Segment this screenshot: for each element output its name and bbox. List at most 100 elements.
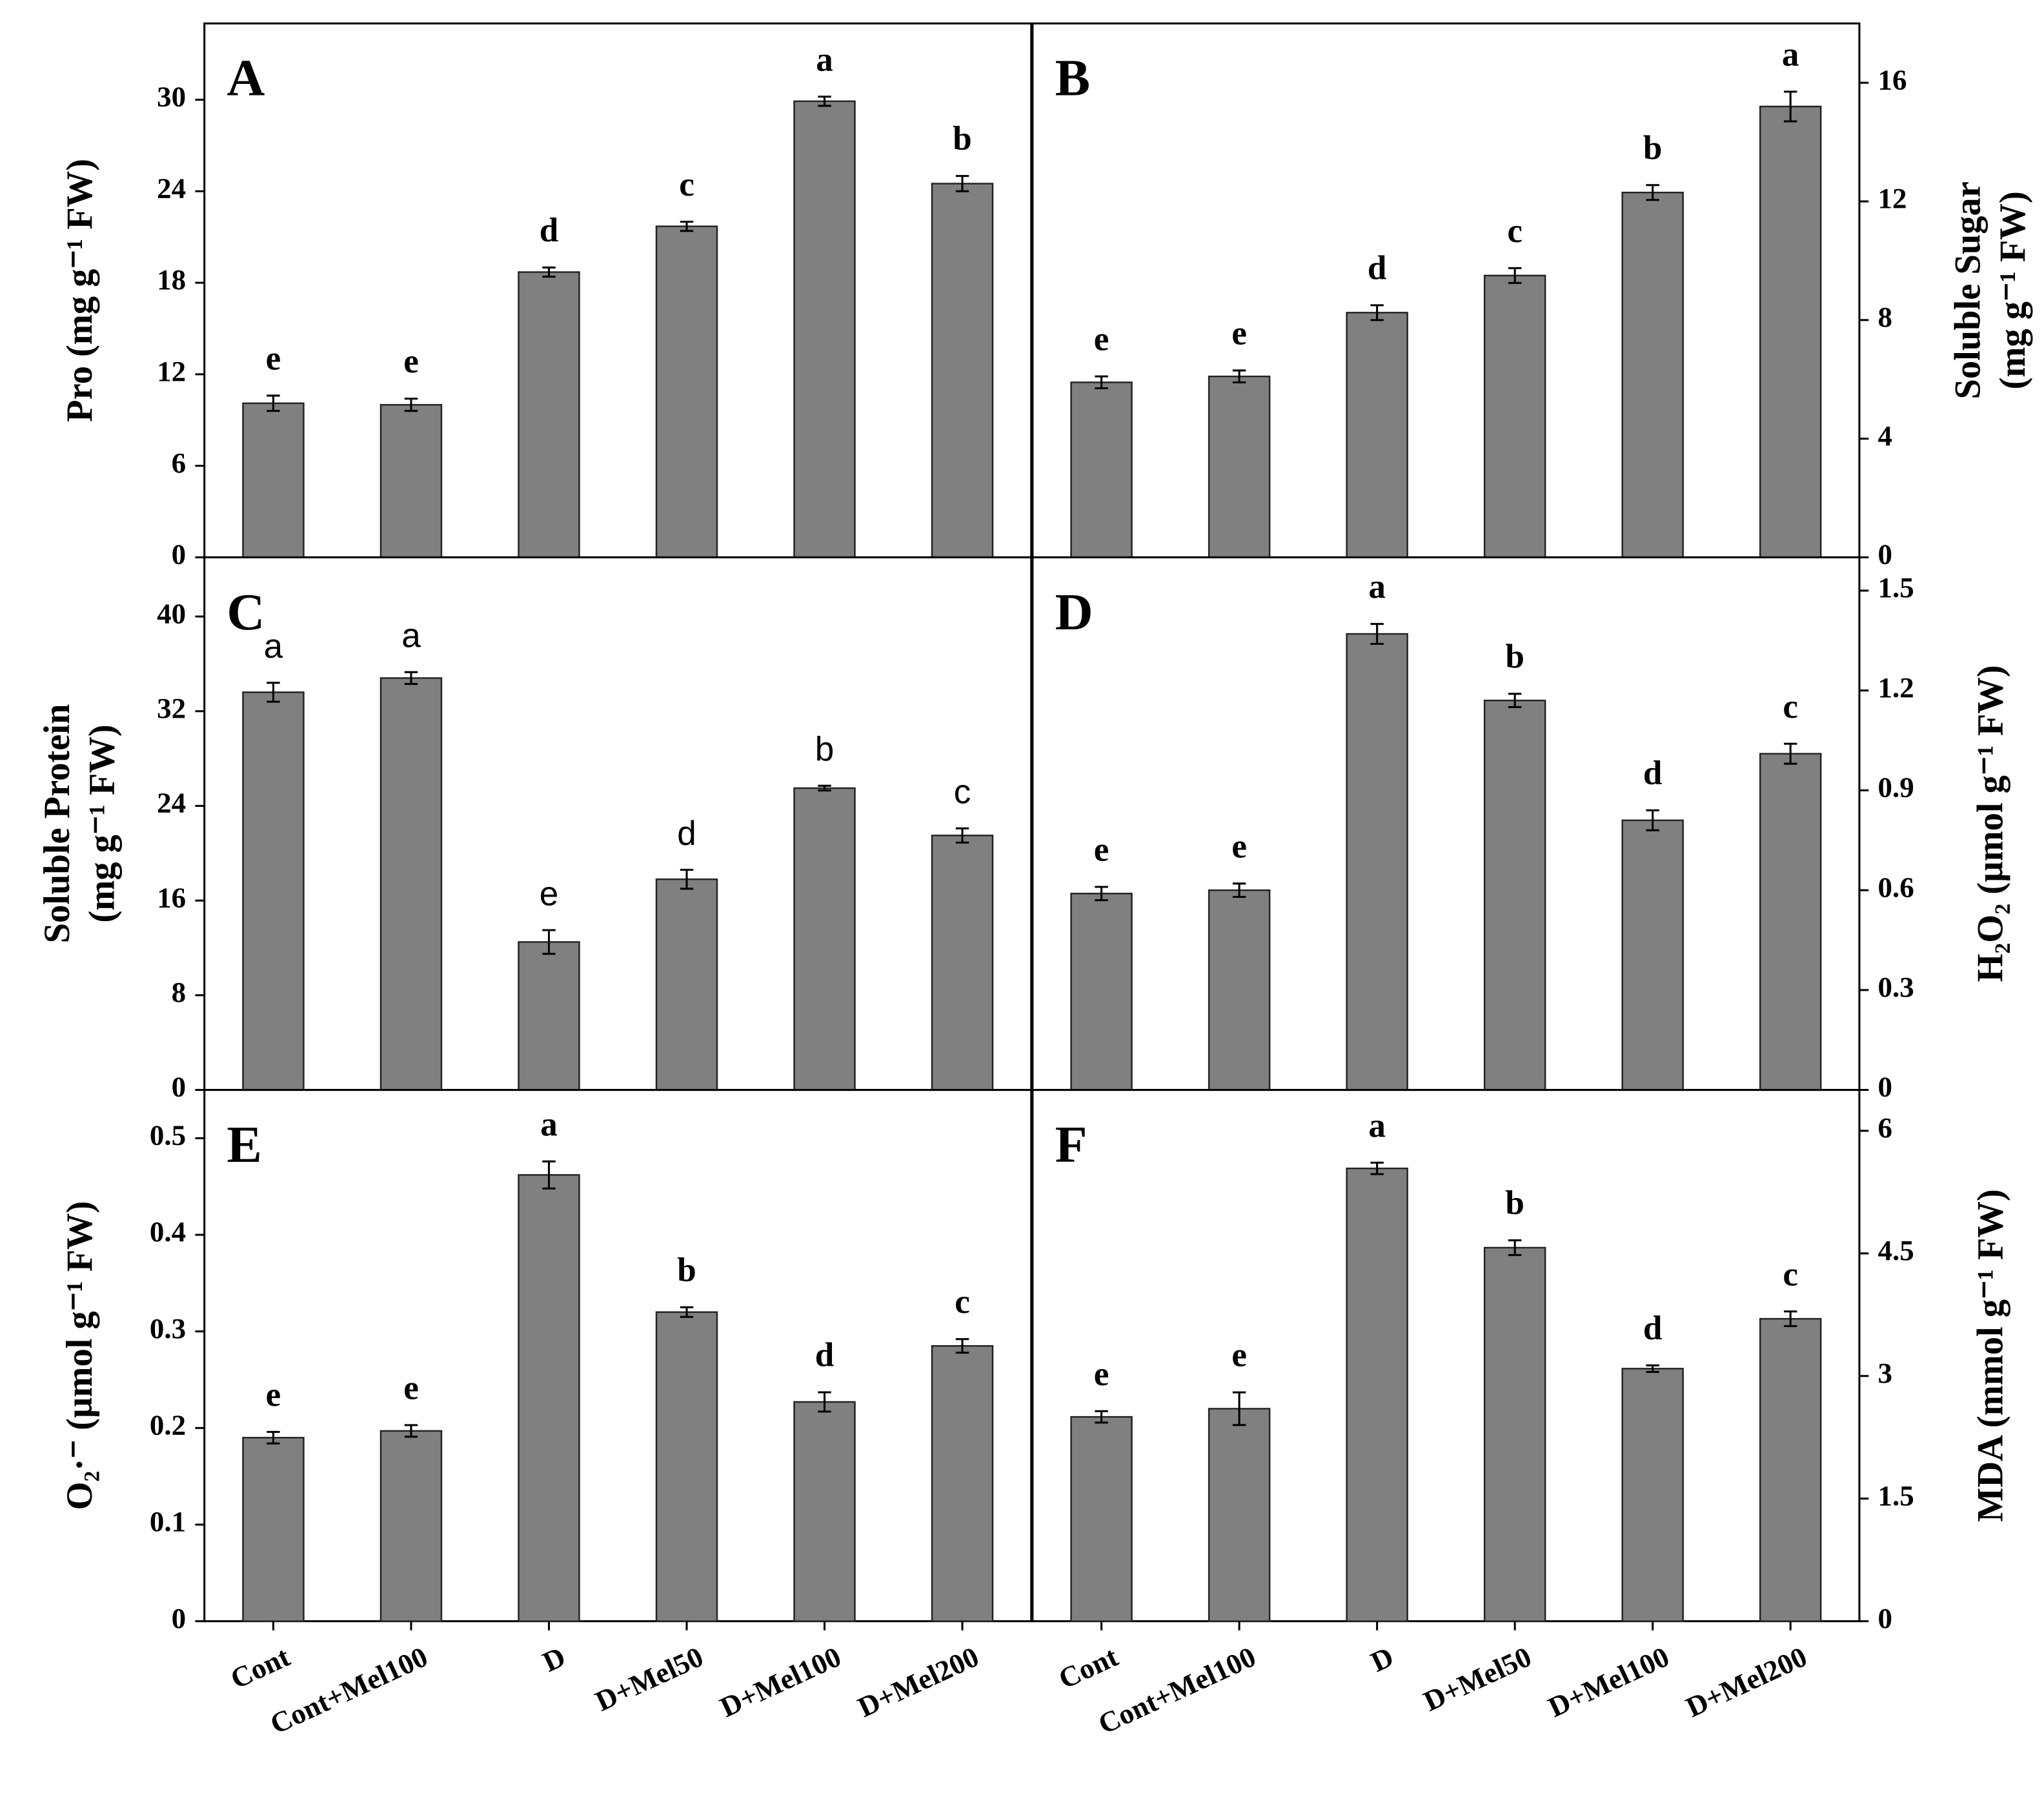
significance-letter: d — [677, 815, 696, 853]
y-axis-label: Pro (mg g⁻¹ FW) — [59, 159, 100, 422]
panel-label: F — [1055, 1115, 1088, 1173]
y-axis-label: O₂·⁻ (µmol g⁻¹ FW) — [59, 1201, 100, 1510]
bar — [1070, 1416, 1133, 1622]
error-bar — [955, 175, 969, 192]
y-tick-label: 30 — [157, 81, 186, 113]
bar — [931, 1345, 994, 1622]
error-bar — [1232, 369, 1246, 383]
significance-letter: e — [266, 1376, 281, 1414]
panel-label: A — [227, 49, 265, 107]
significance-letter: e — [1094, 321, 1109, 358]
x-tick-label: Cont — [1053, 1640, 1122, 1695]
significance-letter: e — [540, 875, 559, 913]
significance-letter: c — [954, 773, 971, 811]
y-axis-label: MDA (mmol g⁻¹ FW) — [1970, 1189, 2010, 1522]
y-tick-label: 0 — [1878, 538, 1892, 571]
x-tick-label: D+Mel50 — [1419, 1640, 1536, 1717]
significance-letter: a — [401, 617, 421, 655]
y-tick-label: 0 — [172, 1071, 186, 1103]
error-bar — [1646, 809, 1659, 831]
error-bar — [1095, 1410, 1108, 1424]
bar — [1759, 753, 1822, 1091]
y-tick-label: 0 — [172, 538, 186, 571]
bar — [1621, 819, 1684, 1091]
significance-letter: a — [264, 627, 283, 665]
x-tick-label: D — [1366, 1640, 1399, 1678]
panel-frame — [1031, 556, 1861, 1091]
bar — [1483, 1246, 1546, 1622]
x-tick-label: D — [538, 1640, 571, 1678]
error-bar — [542, 929, 556, 955]
panel-frame — [203, 22, 1033, 558]
error-bar — [1095, 375, 1108, 390]
significance-letter: d — [815, 1337, 835, 1374]
significance-letter: b — [815, 731, 835, 769]
significance-letter: d — [1643, 755, 1663, 792]
bar — [518, 271, 580, 558]
bar — [1208, 889, 1271, 1091]
bar — [931, 835, 994, 1091]
y-tick-label: 0.1 — [150, 1505, 186, 1538]
error-bar — [267, 1430, 280, 1445]
y-tick-label: 0.6 — [1878, 871, 1914, 904]
x-tick-label: D+Mel200 — [853, 1640, 984, 1723]
y-tick-label: 40 — [157, 598, 186, 630]
bar — [1483, 699, 1546, 1091]
y-tick-label: 3 — [1878, 1357, 1892, 1389]
significance-letter: a — [1782, 36, 1799, 74]
bar — [242, 402, 305, 558]
bar — [655, 878, 718, 1091]
significance-letter: e — [1094, 831, 1109, 869]
panel-frame — [1031, 1089, 1861, 1623]
panel-label: C — [227, 583, 265, 640]
bar — [1208, 1408, 1271, 1622]
y-tick-label: 6 — [1878, 1112, 1892, 1144]
bar — [793, 1401, 856, 1622]
error-bar — [818, 1391, 831, 1413]
significance-letter: e — [1231, 315, 1247, 352]
error-bar — [818, 96, 831, 107]
error-bar — [1646, 1364, 1659, 1373]
error-bar — [1232, 882, 1246, 898]
panel-frame — [203, 556, 1033, 1091]
significance-letter: d — [1643, 1310, 1663, 1347]
significance-letter: e — [403, 343, 419, 381]
y-axis-label: (mg g⁻¹ FW) — [1992, 191, 2033, 389]
error-bar — [680, 868, 694, 890]
y-tick-label: 12 — [157, 355, 186, 387]
significance-letter: b — [677, 1252, 696, 1289]
y-tick-label: 6 — [172, 447, 186, 479]
error-bar — [955, 1338, 969, 1354]
bar — [1621, 192, 1684, 558]
significance-letter: a — [1368, 568, 1386, 605]
bar — [931, 183, 994, 558]
bar — [1346, 312, 1408, 558]
y-axis-label: H₂O₂ (µmol g⁻¹ FW) — [1970, 665, 2010, 982]
y-tick-label: 32 — [157, 692, 186, 724]
error-bar — [1508, 693, 1522, 709]
significance-letter: c — [955, 1284, 970, 1321]
error-bar — [955, 827, 969, 844]
error-bar — [1370, 304, 1384, 321]
significance-letter: e — [1231, 1337, 1247, 1374]
y-tick-label: 0.3 — [1878, 971, 1914, 1003]
bar — [1621, 1368, 1684, 1622]
y-tick-label: 0 — [172, 1602, 186, 1634]
significance-letter: b — [1505, 638, 1524, 676]
panel-frame — [1031, 22, 1861, 558]
error-bar — [1232, 1391, 1246, 1426]
bar — [1346, 1167, 1408, 1622]
bar — [1759, 105, 1822, 558]
bar — [1070, 893, 1133, 1091]
significance-letter: a — [1368, 1107, 1386, 1144]
bar — [1208, 375, 1271, 558]
panel-label: E — [227, 1115, 262, 1173]
bar — [242, 691, 305, 1091]
significance-letter: a — [540, 1106, 558, 1143]
bar — [1483, 274, 1546, 558]
error-bar — [1508, 267, 1522, 284]
error-bar — [680, 221, 694, 232]
x-tick-label: D+Mel100 — [1543, 1640, 1674, 1723]
significance-letter: e — [1231, 828, 1247, 866]
